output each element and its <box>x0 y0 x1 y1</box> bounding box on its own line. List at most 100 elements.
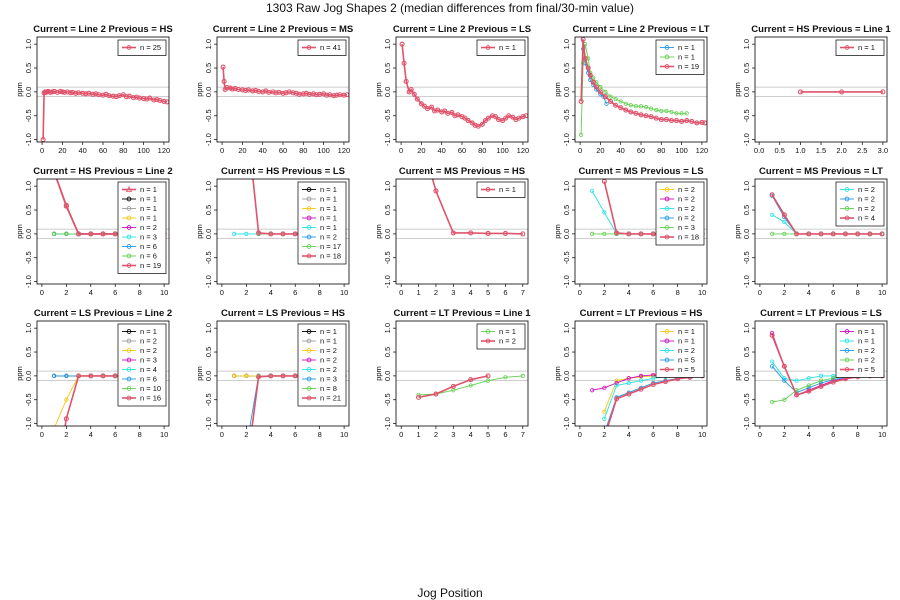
data-point <box>520 114 526 120</box>
data-point <box>414 96 420 102</box>
plot-frame <box>754 178 888 285</box>
legend-label: n = 2 <box>320 356 337 365</box>
data-point <box>602 409 607 414</box>
legend: n = 1 <box>476 181 526 198</box>
y-tick-label: -0.5 <box>24 109 33 122</box>
x-tick-label: 20 <box>596 146 604 155</box>
series-line <box>418 375 523 396</box>
data-point <box>668 117 675 124</box>
data-point <box>638 373 644 378</box>
data-point <box>500 117 506 124</box>
x-tick-label: 120 <box>517 146 530 155</box>
data-point <box>880 89 886 95</box>
data-point <box>782 219 787 225</box>
legend-label: n = 6 <box>140 242 157 251</box>
x-tick-label: 0 <box>578 146 582 155</box>
legend-swatch-marker <box>844 367 850 372</box>
legend-label: n = 1 <box>499 327 516 336</box>
legend-label: n = 18 <box>320 252 341 261</box>
data-point <box>679 118 685 125</box>
x-tick-label: 10 <box>698 288 706 297</box>
y-tick-label: 1.0 <box>562 39 571 49</box>
data-point <box>244 231 249 236</box>
x-tick-label: 2 <box>64 288 68 297</box>
x-tick-label: 40 <box>617 146 625 155</box>
x-tick-label: 0 <box>399 288 403 297</box>
data-point <box>417 127 421 131</box>
legend-swatch-marker <box>126 348 132 353</box>
y-axis-label: ppm <box>553 224 562 239</box>
legend-swatch-marker <box>844 338 850 344</box>
data-point <box>608 94 613 99</box>
y-tick-label: 0.5 <box>204 205 213 215</box>
data-point <box>435 107 441 113</box>
data-point <box>839 89 845 95</box>
y-tick-label: 0.0 <box>383 371 392 381</box>
data-point <box>633 110 639 116</box>
data-point <box>100 231 106 237</box>
plot-frame <box>36 178 170 285</box>
data-point <box>770 364 775 369</box>
legend-label: n = 17 <box>320 242 341 251</box>
data-point <box>341 92 347 98</box>
data-point <box>648 114 654 120</box>
y-tick-label: -1.0 <box>562 275 571 288</box>
legend-box <box>297 323 347 407</box>
legend-swatch-marker <box>664 348 670 353</box>
data-point <box>232 85 238 92</box>
data-point <box>73 90 79 96</box>
x-tick-label: 6 <box>113 288 117 297</box>
x-tick-label: 7 <box>521 288 525 297</box>
legend-label: n = 1 <box>320 214 337 223</box>
plot-frame <box>216 178 350 285</box>
legend-box <box>297 39 347 56</box>
data-point <box>614 383 619 388</box>
data-point <box>664 108 669 114</box>
y-axis-label: ppm <box>15 366 24 381</box>
x-tick-label: 100 <box>137 146 150 155</box>
data-point <box>651 376 656 381</box>
y-tick-label: 0.5 <box>383 205 392 215</box>
legend-swatch-marker <box>306 225 312 230</box>
panel-title: Current = MS Previous = LS <box>578 166 703 177</box>
data-point <box>590 231 595 236</box>
x-tick-label: 1.5 <box>816 146 826 155</box>
x-tick-label: 2 <box>64 430 68 439</box>
x-tick-label: 2.0 <box>836 146 846 155</box>
data-point <box>594 80 599 85</box>
data-point <box>442 108 448 114</box>
data-point <box>479 121 485 127</box>
legend-swatch-marker <box>664 187 670 192</box>
legend-swatch-marker <box>844 45 850 50</box>
legend-swatch-marker <box>126 263 132 268</box>
data-point <box>283 90 289 96</box>
x-tick-label: 8 <box>676 288 680 297</box>
legend-swatch-marker <box>664 196 670 202</box>
legend-label: n = 2 <box>320 346 337 355</box>
data-point <box>64 231 69 236</box>
x-tick-label: 10 <box>878 430 886 439</box>
legend-label: n = 1 <box>499 43 516 52</box>
y-tick-label: 0.0 <box>562 229 571 239</box>
x-tick-label: 6 <box>651 430 655 439</box>
data-point <box>256 374 262 380</box>
data-point <box>280 90 286 96</box>
x-tick-label: 100 <box>496 146 509 155</box>
data-point <box>633 104 639 109</box>
data-point <box>403 78 409 84</box>
data-point <box>224 85 230 91</box>
data-point <box>613 102 619 108</box>
legend-swatch-marker <box>126 225 132 230</box>
data-point <box>806 231 812 237</box>
y-axis-label: ppm <box>195 224 204 239</box>
data-point <box>689 118 695 125</box>
y-tick-label: -1.0 <box>24 275 33 288</box>
x-tick-label: 8 <box>318 288 322 297</box>
data-point <box>614 396 620 402</box>
x-tick-label: 6 <box>831 430 835 439</box>
legend-label: n = 1 <box>678 53 695 62</box>
y-tick-label: 1.0 <box>562 181 571 191</box>
legend-swatch-marker <box>306 206 312 211</box>
y-tick-label: 1.0 <box>383 181 392 191</box>
x-tick-label: 0 <box>220 146 224 155</box>
